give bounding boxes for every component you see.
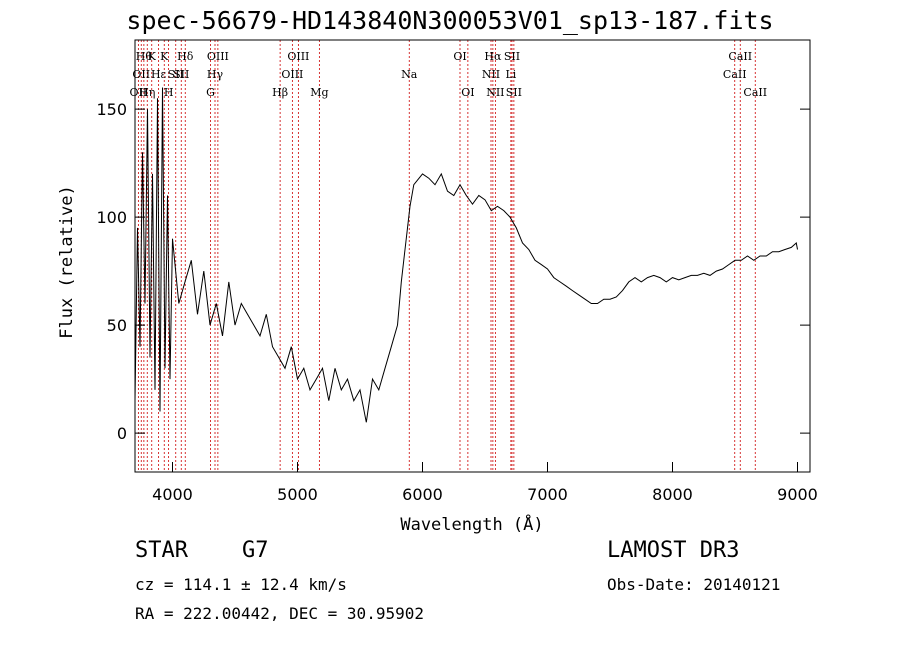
emission-line-label: Hδ <box>177 50 194 63</box>
emission-line-label: SII <box>504 50 520 63</box>
emission-line-label: Hγ <box>207 68 224 81</box>
emission-line-label: OIII <box>287 50 309 63</box>
emission-line-label: SII <box>168 68 184 81</box>
emission-line-label: OII <box>130 86 148 99</box>
emission-line-label: Hα <box>484 50 502 63</box>
plot-frame <box>134 39 811 473</box>
emission-line-label: Hθ <box>136 50 153 63</box>
emission-line-label: CaII <box>743 86 767 99</box>
x-axis-label: Wavelength (Å) <box>400 513 543 535</box>
spectrum-line <box>134 87 798 423</box>
emission-line-label: OIII <box>207 50 229 63</box>
emission-line-label: NII <box>482 68 500 81</box>
x-axis-ticks: 4000 5000 6000 7000 8000 9000 <box>152 462 818 504</box>
observation-date: Obs-Date: 20140121 <box>607 575 781 594</box>
emission-line-label: OI <box>453 50 466 63</box>
redshift-info: cz = 114.1 ± 12.4 km/s <box>135 575 347 594</box>
emission-line-markers <box>137 40 756 472</box>
emission-line-label: H <box>164 86 174 99</box>
emission-line-label: OIII <box>281 68 303 81</box>
y-tick-label: 150 <box>96 100 127 119</box>
emission-line-label: Na <box>401 68 418 81</box>
x-tick-label: 8000 <box>652 485 693 504</box>
survey-name: LAMOST DR3 <box>607 538 740 563</box>
object-subclass: G7 <box>242 538 269 563</box>
y-tick-label: 50 <box>107 316 127 335</box>
chart-title: spec-56679-HD143840N300053V01_sp13-187.f… <box>126 6 774 35</box>
emission-line-label: SII <box>506 86 522 99</box>
emission-line-label: OI <box>461 86 474 99</box>
emission-line-label: K <box>160 50 169 63</box>
x-tick-label: 5000 <box>277 485 318 504</box>
object-class: STAR <box>135 538 188 563</box>
emission-line-label: SII <box>173 68 189 81</box>
emission-line-label: K <box>148 50 157 63</box>
y-tick-label: 0 <box>117 424 127 443</box>
emission-line-label: NII <box>486 86 504 99</box>
x-tick-label: 7000 <box>527 485 568 504</box>
y-tick-label: 100 <box>96 208 127 227</box>
emission-line-label: G <box>206 86 215 99</box>
x-tick-label: 9000 <box>777 485 818 504</box>
x-tick-label: 6000 <box>402 485 443 504</box>
x-tick-label: 4000 <box>152 485 193 504</box>
emission-line-label: OII <box>132 68 150 81</box>
emission-line-label: CaII <box>723 68 747 81</box>
emission-line-label: Mg <box>310 86 328 99</box>
emission-line-label: Li <box>505 68 516 81</box>
y-axis-label: Flux (relative) <box>57 185 77 339</box>
emission-line-labels: OII OII Hθ Hη K Hε K H SII Hδ SII G Hγ OIII Hβ OIII OIII… <box>130 50 768 99</box>
emission-line-label: Hη <box>139 86 155 99</box>
coordinates-info: RA = 222.00442, DEC = 30.95902 <box>135 604 424 623</box>
emission-line-label: Hε <box>151 68 167 81</box>
y-axis-ticks: 0 50 100 150 <box>96 100 810 443</box>
emission-line-label: CaII <box>728 50 752 63</box>
emission-line-label: Hβ <box>272 86 288 99</box>
